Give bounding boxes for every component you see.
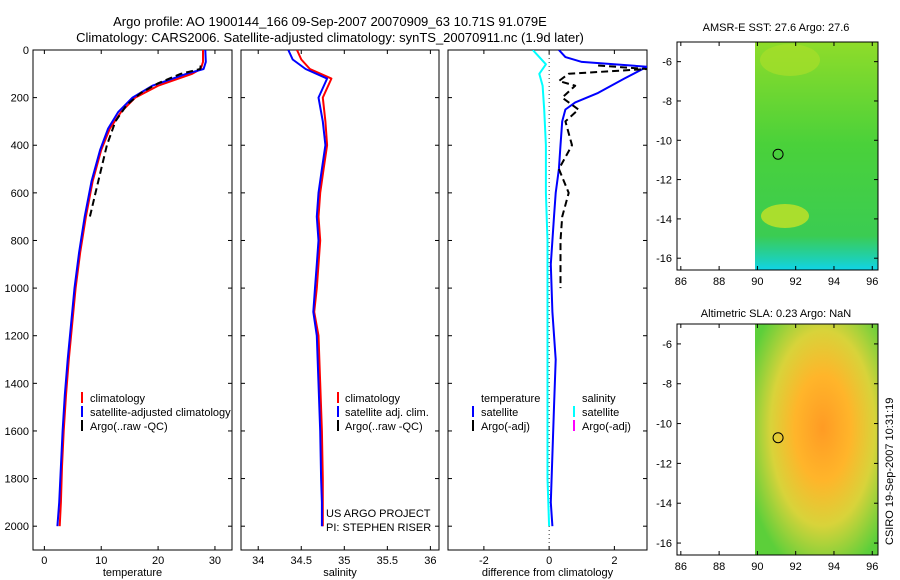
map-y-tick-label: -8 (662, 96, 672, 108)
pi-annotation: PI: STEPHEN RISER (326, 522, 431, 534)
sla-map-frame (676, 323, 879, 556)
map-x-tick-label: 86 (675, 276, 687, 288)
legend-label: Argo(-adj) (582, 421, 631, 433)
map-x-tick-label: 90 (751, 276, 763, 288)
sst-map-frame (676, 41, 879, 271)
salinity-panel (240, 49, 440, 551)
y-tick-label: 1000 (5, 283, 29, 295)
map-x-tick-label: 90 (751, 561, 763, 573)
x-tick-label: 0 (546, 555, 552, 567)
legend-label: Argo(..raw -QC) (345, 421, 423, 433)
sst-field (755, 42, 878, 270)
difference-legend: temperature satellite Argo(-adj) salinit… (472, 393, 631, 433)
x-axis-label: salinity (323, 567, 357, 579)
map1-title: AMSR-E SST: 27.6 Argo: 27.6 (703, 22, 850, 34)
legend-label: climatology (345, 393, 401, 405)
legend-label: satellite (582, 407, 619, 419)
map2-title: Altimetric SLA: 0.23 Argo: NaN (701, 308, 851, 320)
x-tick-label: 34 (252, 555, 264, 567)
sst-map (676, 41, 879, 271)
map-x-tick-label: 86 (675, 561, 687, 573)
map-y-tick-label: -8 (662, 379, 672, 391)
sla-field (755, 324, 878, 555)
map-y-tick-label: -10 (656, 135, 672, 147)
x-axis-label: difference from climatology (482, 567, 614, 579)
series-line (58, 50, 204, 527)
map-x-tick-label: 92 (790, 561, 802, 573)
series-group (287, 50, 333, 527)
y-tick-label: 400 (11, 140, 29, 152)
sla-map (676, 323, 879, 556)
y-tick-label: 800 (11, 235, 29, 247)
x-tick-label: 35 (338, 555, 350, 567)
legend-label: Argo(..raw -QC) (90, 421, 168, 433)
y-tick-label: 200 (11, 93, 29, 105)
x-tick-label: 0 (41, 555, 47, 567)
x-tick-label: 2 (611, 555, 617, 567)
legend-label: satellite adj. clim. (345, 407, 429, 419)
y-tick-label: 1400 (5, 378, 29, 390)
map-x-tick-label: 88 (713, 276, 725, 288)
legend-label: climatology (90, 393, 146, 405)
x-tick-label: 10 (95, 555, 107, 567)
salinity-legend: climatology satellite adj. clim. Argo(..… (326, 392, 431, 534)
series-group (56, 50, 207, 527)
map-y-tick-label: -14 (656, 498, 672, 510)
map-x-tick-label: 88 (713, 561, 725, 573)
temperature-legend: climatology satellite-adjusted climatolo… (81, 392, 231, 433)
sst-warm-patch (760, 44, 820, 76)
map-y-tick-label: -12 (656, 175, 672, 187)
project-annotation: US ARGO PROJECT (326, 508, 431, 520)
y-tick-label: 2000 (5, 521, 29, 533)
y-tick-label: 1800 (5, 474, 29, 486)
map-x-tick-label: 94 (828, 561, 840, 573)
credit-text: CSIRO 19-Sep-2007 10:31:19 (884, 398, 896, 545)
series-line (88, 65, 202, 217)
map-y-tick-label: -10 (656, 419, 672, 431)
legend-label: satellite-adjusted climatology (90, 407, 231, 419)
x-tick-label: 35.5 (377, 555, 398, 567)
y-tick-label: 600 (11, 188, 29, 200)
figure-title-line2: Climatology: CARS2006. Satellite-adjuste… (76, 30, 584, 45)
x-tick-label: -2 (479, 555, 489, 567)
legend-label: Argo(-adj) (481, 421, 530, 433)
series-line (532, 50, 551, 527)
float-location-marker (772, 432, 784, 444)
series-line (296, 50, 333, 527)
legend-label: satellite (481, 407, 518, 419)
legend-group-title: temperature (481, 393, 540, 405)
temperature-panel (32, 49, 233, 551)
y-tick-label: 1600 (5, 426, 29, 438)
series-line (56, 50, 207, 527)
map-y-tick-label: -16 (656, 538, 672, 550)
map-x-tick-label: 96 (866, 276, 878, 288)
series-line (549, 50, 647, 527)
series-group (532, 50, 647, 527)
x-axis-label: temperature (103, 567, 162, 579)
map-x-tick-label: 96 (866, 561, 878, 573)
map-y-tick-label: -12 (656, 458, 672, 470)
map-y-tick-label: -6 (662, 339, 672, 351)
map-x-tick-label: 94 (828, 276, 840, 288)
difference-panel (447, 49, 648, 551)
map-y-tick-label: -14 (656, 214, 672, 226)
x-tick-label: 36 (424, 555, 436, 567)
y-tick-label: 1200 (5, 331, 29, 343)
series-line (557, 64, 647, 289)
map-y-tick-label: -16 (656, 253, 672, 265)
figure-title-line1: Argo profile: AO 1900144_166 09-Sep-2007… (113, 14, 547, 29)
y-tick-label: 0 (23, 45, 29, 57)
x-tick-label: 20 (152, 555, 164, 567)
legend-group-title: salinity (582, 393, 616, 405)
sst-warm-patch (761, 204, 809, 228)
series-line (287, 50, 329, 527)
map-y-tick-label: -6 (662, 57, 672, 69)
x-tick-label: 30 (209, 555, 221, 567)
float-location-marker (772, 148, 784, 160)
x-tick-label: 34.5 (291, 555, 312, 567)
map-x-tick-label: 92 (790, 276, 802, 288)
